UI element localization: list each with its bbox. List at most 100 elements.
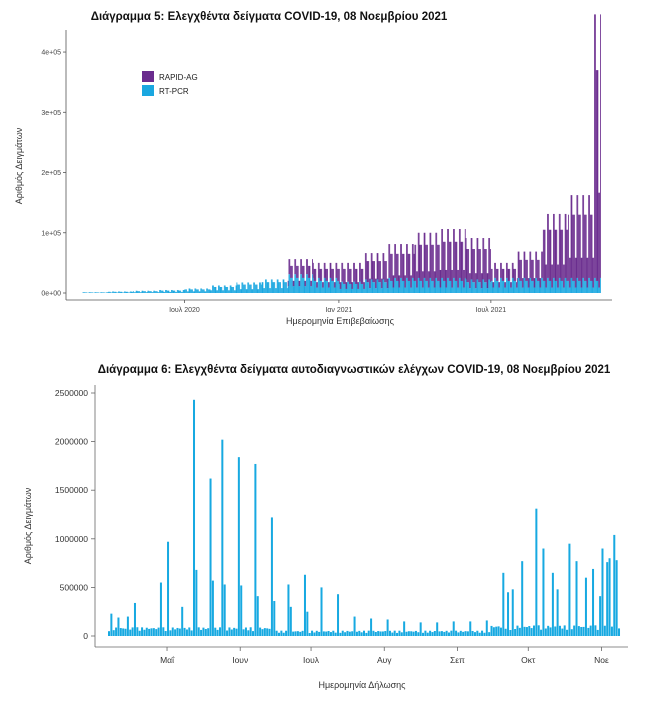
bar-rt-pcr (399, 287, 401, 293)
bar-rapid-ag (388, 244, 390, 278)
bar-rapid-ag (527, 278, 529, 288)
bar-rt-pcr (255, 284, 257, 293)
bar-rapid-ag (421, 244, 423, 281)
bar-rapid-ag (562, 229, 564, 281)
bar-rt-pcr (474, 282, 475, 293)
bar-self-test (141, 627, 144, 636)
bar-rt-pcr (284, 282, 286, 293)
bar-rt-pcr (532, 280, 533, 293)
bar-rt-pcr (119, 291, 121, 293)
bar-rt-pcr (371, 279, 373, 293)
bar-rt-pcr (289, 274, 291, 293)
bar-rapid-ag (301, 259, 302, 275)
bar-rapid-ag (370, 253, 372, 280)
bar-rt-pcr (381, 288, 383, 293)
bar-self-test (535, 508, 538, 636)
bar-rt-pcr (295, 274, 297, 293)
bar-rt-pcr (536, 277, 538, 293)
bar-rapid-ag (296, 265, 298, 278)
bar-rt-pcr (142, 290, 144, 293)
bar-self-test (606, 562, 609, 636)
bar-rt-pcr (432, 280, 433, 293)
bar-rapid-ag (589, 214, 591, 281)
bar-self-test (558, 625, 561, 636)
bar-rapid-ag (310, 280, 312, 287)
bar-rt-pcr (572, 280, 574, 293)
bar-rt-pcr (325, 280, 327, 293)
bar-rapid-ag (532, 259, 534, 281)
bar-rt-pcr (539, 287, 541, 293)
bar-rt-pcr (537, 280, 539, 293)
bar-rt-pcr (358, 288, 360, 293)
bar-rt-pcr (426, 280, 428, 293)
bar-rapid-ag (486, 273, 488, 289)
bar-rapid-ag (410, 275, 412, 288)
bar-rt-pcr (252, 289, 254, 293)
bar-rt-pcr (299, 286, 301, 293)
bar-rapid-ag (323, 262, 325, 278)
y-tick-label: 1e+05 (41, 230, 61, 237)
bar-rt-pcr (496, 280, 498, 293)
bar-rapid-ag (400, 244, 402, 278)
bar-rt-pcr (194, 288, 196, 293)
bar-rapid-ag (524, 251, 526, 278)
bar-rapid-ag (414, 244, 416, 281)
bar-rt-pcr (174, 290, 176, 293)
bar-self-test (464, 631, 467, 636)
bar-rapid-ag (390, 253, 392, 281)
bar-self-test (355, 631, 358, 636)
bar-self-test (159, 582, 162, 636)
bar-rapid-ag (450, 241, 452, 281)
bar-self-test (318, 631, 321, 636)
bar-rapid-ag (332, 268, 334, 281)
bar-rapid-ag (331, 268, 333, 281)
bar-rt-pcr (438, 280, 440, 293)
bar-self-test (398, 630, 401, 636)
bar-rt-pcr (108, 291, 109, 293)
bar-rt-pcr (277, 279, 279, 293)
bar-rt-pcr (422, 287, 423, 293)
bar-rapid-ag (350, 268, 352, 284)
bar-rt-pcr (176, 291, 177, 293)
bar-self-test (233, 627, 236, 636)
bar-rt-pcr (333, 287, 335, 293)
bar-rt-pcr (522, 287, 524, 293)
bar-rt-pcr (270, 279, 272, 293)
bar-rapid-ag (546, 264, 548, 288)
bar-rt-pcr (598, 287, 600, 293)
bar-rapid-ag (479, 249, 480, 283)
bar-rt-pcr (97, 292, 98, 293)
bar-self-test (242, 629, 245, 636)
bar-rapid-ag (505, 282, 506, 288)
bar-self-test (400, 632, 403, 636)
y-tick-label: 2500000 (55, 388, 88, 398)
bar-rt-pcr (516, 287, 518, 293)
y-tick-label: 0e+00 (41, 291, 61, 298)
bar-rapid-ag (568, 257, 570, 288)
bar-rapid-ag (423, 232, 425, 278)
bar-rt-pcr (361, 283, 363, 293)
bar-rt-pcr (132, 291, 134, 293)
bar-rt-pcr (291, 277, 292, 293)
bar-rt-pcr (349, 283, 351, 293)
bar-rapid-ag (320, 268, 322, 281)
bar-rt-pcr (534, 287, 536, 293)
bar-self-test (476, 630, 479, 636)
bar-rapid-ag (460, 241, 462, 281)
bar-self-test (157, 627, 160, 636)
bar-rapid-ag (509, 268, 511, 281)
y-tick-label: 3e+05 (41, 110, 61, 117)
bar-rt-pcr (444, 280, 446, 293)
bar-rapid-ag (336, 262, 338, 278)
bar-rapid-ag (532, 259, 533, 281)
bar-rapid-ag (594, 14, 595, 278)
bar-rapid-ag (500, 262, 502, 278)
bar-rt-pcr (86, 292, 88, 293)
bar-rt-pcr (332, 280, 334, 293)
bar-rt-pcr (504, 287, 506, 293)
bar-rapid-ag (390, 253, 391, 281)
bar-rt-pcr (158, 292, 160, 293)
bar-rapid-ag (422, 271, 424, 288)
bar-self-test (226, 630, 229, 636)
bar-rt-pcr (116, 292, 118, 293)
